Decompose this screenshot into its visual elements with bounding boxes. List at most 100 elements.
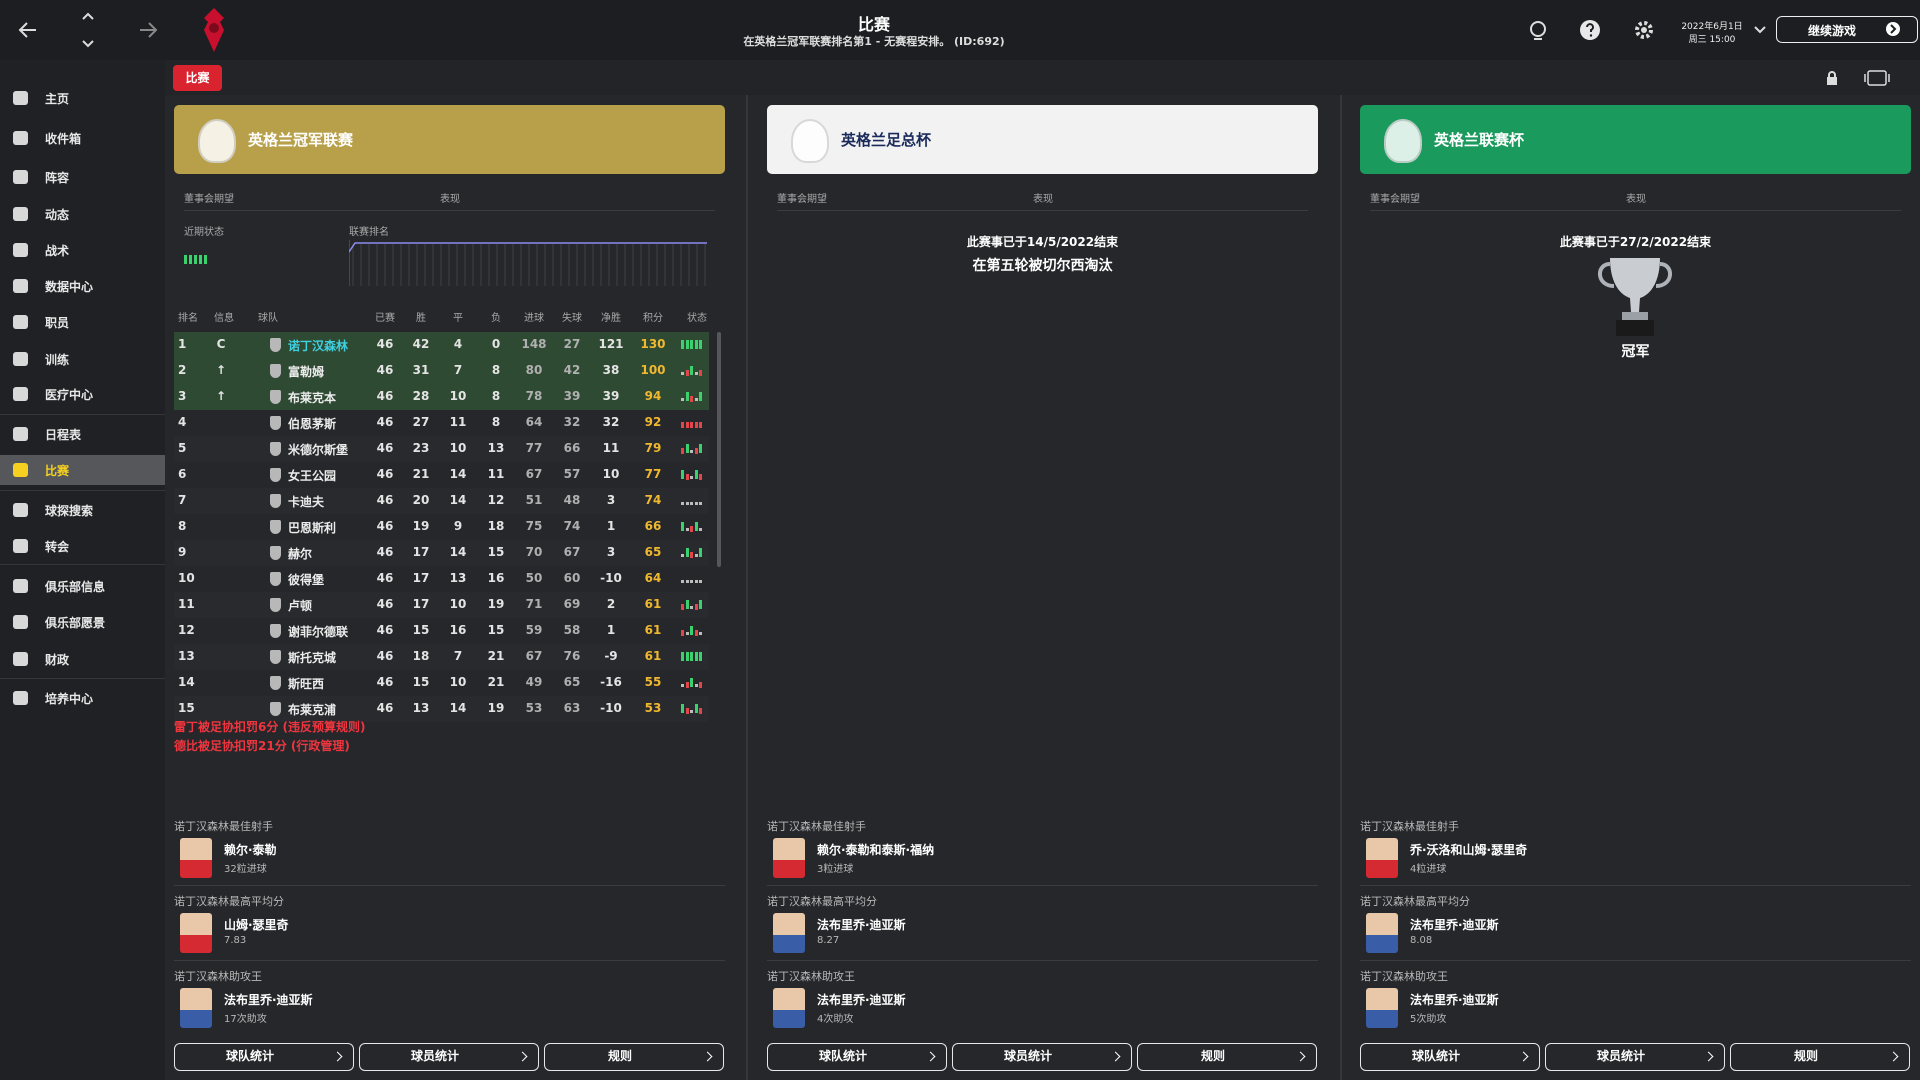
table-row[interactable]: 8 巴恩斯利 46 19 9 18 75 74 1 66 bbox=[174, 514, 709, 540]
table-row[interactable]: 9 赫尔 46 17 14 15 70 67 3 65 bbox=[174, 540, 709, 566]
nav-item[interactable]: 日程表 bbox=[0, 419, 165, 449]
table-row[interactable]: 1 C 诺丁汉森林 46 42 4 0 148 27 121 130 bbox=[174, 332, 709, 358]
nav-item[interactable]: 动态 bbox=[0, 199, 165, 229]
player-name[interactable]: 法布里乔·迪亚斯 bbox=[1410, 918, 1499, 932]
action-button[interactable]: 球队统计 bbox=[174, 1043, 354, 1071]
nav-item[interactable]: 比赛 bbox=[0, 455, 165, 485]
column-header[interactable]: 净胜 bbox=[601, 313, 621, 324]
team-name[interactable]: 女王公园 bbox=[288, 469, 337, 483]
nav-item[interactable]: 训练 bbox=[0, 344, 165, 374]
forward-button[interactable] bbox=[136, 18, 160, 42]
nav-item[interactable]: 俱乐部愿景 bbox=[0, 607, 165, 637]
section-tab[interactable]: 比赛 bbox=[173, 65, 222, 91]
player-photo[interactable] bbox=[773, 913, 805, 953]
date-dropdown[interactable] bbox=[1753, 24, 1767, 36]
nav-item[interactable]: 阵容 bbox=[0, 162, 165, 192]
table-row[interactable]: 5 米德尔斯堡 46 23 10 13 77 66 11 79 bbox=[174, 436, 709, 462]
back-button[interactable] bbox=[16, 18, 40, 42]
column-header[interactable]: 信息 bbox=[214, 313, 234, 324]
team-name[interactable]: 伯恩茅斯 bbox=[288, 417, 337, 431]
nav-item[interactable]: 球探搜索 bbox=[0, 495, 165, 525]
team-name[interactable]: 米德尔斯堡 bbox=[288, 443, 349, 457]
nav-item[interactable]: 财政 bbox=[0, 644, 165, 674]
action-button[interactable]: 球队统计 bbox=[1360, 1043, 1540, 1071]
player-photo[interactable] bbox=[1366, 838, 1398, 878]
team-name[interactable]: 巴恩斯利 bbox=[288, 521, 337, 535]
team-name[interactable]: 布莱克浦 bbox=[288, 703, 337, 717]
team-name[interactable]: 诺丁汉森林 bbox=[288, 339, 349, 353]
nav-item[interactable]: 收件箱 bbox=[0, 123, 165, 153]
player-photo[interactable] bbox=[1366, 913, 1398, 953]
player-name[interactable]: 法布里乔·迪亚斯 bbox=[817, 918, 906, 932]
table-row[interactable]: 13 斯托克城 46 18 7 21 67 76 -9 61 bbox=[174, 644, 709, 670]
team-name[interactable]: 富勒姆 bbox=[288, 365, 325, 379]
column-header[interactable]: 负 bbox=[491, 313, 501, 324]
column-header[interactable]: 已赛 bbox=[375, 313, 395, 324]
player-name[interactable]: 法布里乔·迪亚斯 bbox=[817, 993, 906, 1007]
action-button[interactable]: 球队统计 bbox=[767, 1043, 947, 1071]
lock-icon[interactable] bbox=[1824, 70, 1840, 86]
nav-item[interactable]: 俱乐部信息 bbox=[0, 571, 165, 601]
player-name[interactable]: 法布里乔·迪亚斯 bbox=[1410, 993, 1499, 1007]
table-row[interactable]: 3 ↑ 布莱克本 46 28 10 8 78 39 39 94 bbox=[174, 384, 709, 410]
nav-item[interactable]: 转会 bbox=[0, 531, 165, 561]
player-name[interactable]: 法布里乔·迪亚斯 bbox=[224, 993, 313, 1007]
table-row[interactable]: 2 ↑ 富勒姆 46 31 7 8 80 42 38 100 bbox=[174, 358, 709, 384]
table-row[interactable]: 4 伯恩茅斯 46 27 11 8 64 32 32 92 bbox=[174, 410, 709, 436]
scrollbar bbox=[717, 332, 721, 567]
player-name[interactable]: 赖尔·泰勒和泰斯·福纳 bbox=[817, 843, 935, 857]
table-row[interactable]: 10 彼得堡 46 17 13 16 50 60 -10 64 bbox=[174, 566, 709, 592]
table-row[interactable]: 7 卡迪夫 46 20 14 12 51 48 3 74 bbox=[174, 488, 709, 514]
team-name[interactable]: 斯托克城 bbox=[288, 651, 337, 665]
action-button[interactable]: 规则 bbox=[544, 1043, 724, 1071]
nav-item[interactable]: 培养中心 bbox=[0, 683, 165, 713]
stat-cell: 13 bbox=[487, 441, 505, 455]
player-photo[interactable] bbox=[1366, 988, 1398, 1028]
player-photo[interactable] bbox=[180, 913, 212, 953]
column-header[interactable]: 积分 bbox=[643, 313, 663, 324]
team-name[interactable]: 布莱克本 bbox=[288, 391, 337, 405]
layout-icon[interactable] bbox=[1864, 68, 1890, 88]
table-row[interactable]: 15 布莱克浦 46 13 14 19 53 63 -10 53 bbox=[174, 696, 709, 722]
nav-item[interactable]: 医疗中心 bbox=[0, 379, 165, 409]
nav-item[interactable]: 主页 bbox=[0, 83, 165, 113]
up-down-buttons[interactable] bbox=[80, 10, 96, 50]
help-icon[interactable] bbox=[1578, 18, 1602, 42]
column-header[interactable]: 进球 bbox=[524, 313, 544, 324]
action-button[interactable]: 规则 bbox=[1137, 1043, 1317, 1071]
settings-icon[interactable] bbox=[1632, 18, 1656, 42]
team-name[interactable]: 谢菲尔德联 bbox=[288, 625, 349, 639]
action-button[interactable]: 球员统计 bbox=[952, 1043, 1132, 1071]
nav-item[interactable]: 数据中心 bbox=[0, 271, 165, 301]
table-row[interactable]: 11 卢顿 46 17 10 19 71 69 2 61 bbox=[174, 592, 709, 618]
table-row[interactable]: 14 斯旺西 46 15 10 21 49 65 -16 55 bbox=[174, 670, 709, 696]
continue-button[interactable]: 继续游戏 bbox=[1776, 16, 1918, 43]
player-photo[interactable] bbox=[773, 988, 805, 1028]
column-header[interactable]: 球队 bbox=[258, 313, 278, 324]
action-button[interactable]: 规则 bbox=[1730, 1043, 1910, 1071]
team-name[interactable]: 斯旺西 bbox=[288, 677, 325, 691]
nav-item[interactable]: 职员 bbox=[0, 307, 165, 337]
player-name[interactable]: 山姆·瑟里奇 bbox=[224, 918, 289, 932]
action-button[interactable]: 球员统计 bbox=[359, 1043, 539, 1071]
world-icon[interactable] bbox=[1526, 18, 1550, 42]
nav-item[interactable]: 战术 bbox=[0, 235, 165, 265]
player-name[interactable]: 赖尔·泰勒 bbox=[224, 843, 277, 857]
team-name[interactable]: 卢顿 bbox=[288, 599, 313, 613]
column-header[interactable]: 排名 bbox=[178, 313, 198, 324]
player-photo[interactable] bbox=[773, 838, 805, 878]
player-name[interactable]: 乔·沃洛和山姆·瑟里奇 bbox=[1410, 843, 1528, 857]
table-row[interactable]: 12 谢菲尔德联 46 15 16 15 59 58 1 61 bbox=[174, 618, 709, 644]
club-crest[interactable] bbox=[200, 6, 228, 54]
table-row[interactable]: 6 女王公园 46 21 14 11 67 57 10 77 bbox=[174, 462, 709, 488]
team-name[interactable]: 赫尔 bbox=[288, 547, 313, 561]
column-header[interactable]: 失球 bbox=[562, 313, 582, 324]
column-header[interactable]: 平 bbox=[453, 313, 463, 324]
player-photo[interactable] bbox=[180, 988, 212, 1028]
player-photo[interactable] bbox=[180, 838, 212, 878]
column-header[interactable]: 状态 bbox=[687, 313, 707, 324]
column-header[interactable]: 胜 bbox=[416, 313, 426, 324]
team-name[interactable]: 卡迪夫 bbox=[288, 495, 325, 509]
action-button[interactable]: 球员统计 bbox=[1545, 1043, 1725, 1071]
team-name[interactable]: 彼得堡 bbox=[288, 573, 325, 587]
